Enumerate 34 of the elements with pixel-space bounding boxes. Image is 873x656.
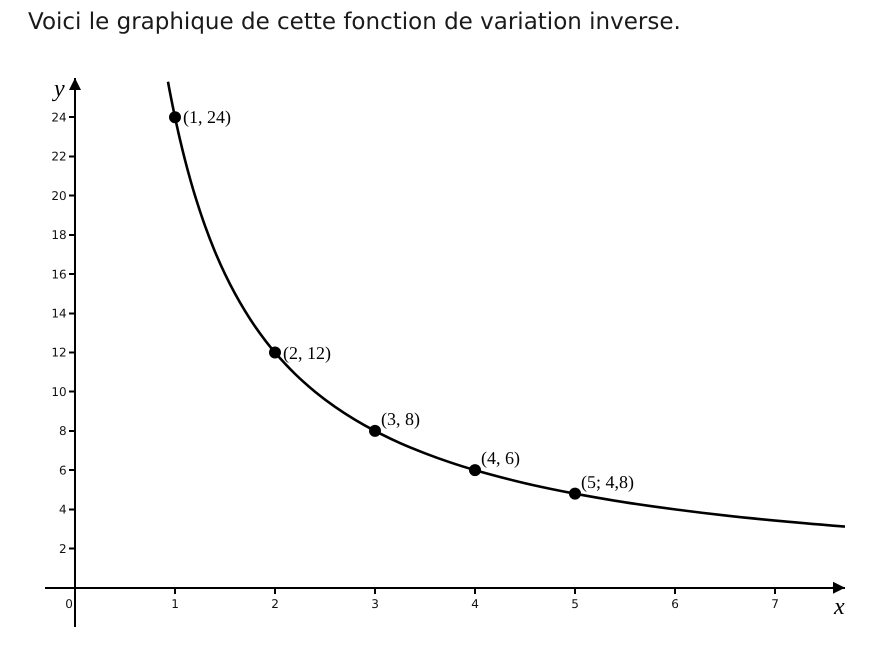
x-tick-label: 3	[371, 597, 379, 612]
y-tick-label: 4	[58, 502, 67, 517]
x-tick-label: 2	[271, 597, 279, 612]
y-tick-label: 18	[51, 228, 67, 242]
point	[269, 346, 281, 358]
y-tick-label: 10	[51, 384, 67, 399]
annotation: (5; 4,8)	[581, 472, 634, 492]
point	[569, 488, 581, 500]
x-tick-label: 0	[65, 597, 73, 612]
y-tick-label: 16	[51, 267, 67, 282]
x-axis-title: x	[833, 594, 845, 620]
x-tick-label: 4	[471, 597, 479, 612]
x-tick-label: 5	[571, 597, 579, 612]
y-tick-label: 14	[51, 306, 67, 320]
y-tick-label: 12	[51, 346, 67, 360]
annotation: (2, 12)	[283, 343, 331, 363]
x-tick-label: 7	[771, 597, 779, 612]
y-tick-label: 2	[58, 542, 67, 556]
point	[369, 424, 381, 437]
y-tick-label: 6	[58, 463, 67, 478]
y-tick-label: 8	[58, 424, 67, 438]
line-series	[166, 80, 845, 528]
y-tick-label: 24	[51, 110, 67, 124]
x-tick-label: 1	[171, 597, 179, 612]
y-axis-title: y	[52, 76, 65, 102]
annotation: (3, 8)	[381, 409, 420, 429]
annotation: (4, 6)	[481, 448, 520, 468]
annotation: (1, 24)	[183, 107, 231, 127]
point	[169, 111, 181, 124]
y-tick-label: 22	[51, 150, 67, 164]
point	[469, 464, 481, 476]
chart-title: Voici le graphique de cette fonction de variation inverse.	[28, 9, 681, 36]
y-tick-label: 20	[51, 188, 67, 203]
x-tick-label: 6	[671, 597, 679, 612]
